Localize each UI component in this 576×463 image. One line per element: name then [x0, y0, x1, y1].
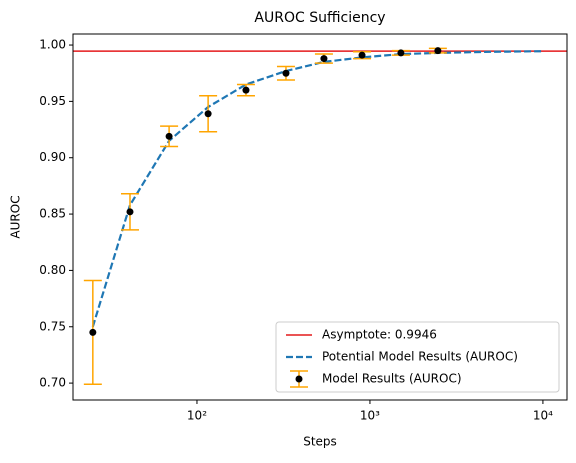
chart-title: AUROC Sufficiency: [254, 10, 385, 26]
point: [204, 110, 212, 118]
point: [397, 49, 405, 57]
point: [89, 328, 97, 336]
point: [320, 55, 328, 63]
y-tick-label: 0.70: [39, 376, 66, 390]
y-axis-label: AUROC: [9, 195, 23, 238]
y-tick-label: 0.85: [39, 207, 66, 221]
x-axis-label: Steps: [303, 435, 337, 449]
y-tick-label: 0.90: [39, 150, 66, 164]
legend-label: Model Results (AUROC): [322, 372, 462, 386]
y-tick-label: 0.75: [39, 319, 66, 333]
x-tick-label: 10⁴: [533, 409, 553, 423]
legend-label: Potential Model Results (AUROC): [322, 350, 518, 364]
point: [126, 208, 134, 216]
point: [165, 132, 173, 140]
y-tick-label: 0.95: [39, 94, 66, 108]
point: [358, 51, 366, 59]
point: [434, 47, 442, 55]
legend-swatch: [295, 375, 303, 383]
fit-line: [91, 50, 543, 328]
legend-label: Asymptote: 0.9946: [322, 328, 437, 342]
x-tick-label: 10²: [187, 409, 207, 423]
y-tick-label: 1.00: [39, 38, 66, 52]
plot-frame: [72, 33, 568, 401]
legend-box: [275, 321, 560, 393]
y-tick-label: 0.80: [39, 263, 66, 277]
x-tick-label: 10³: [360, 409, 380, 423]
point: [282, 69, 290, 77]
point: [242, 86, 250, 94]
